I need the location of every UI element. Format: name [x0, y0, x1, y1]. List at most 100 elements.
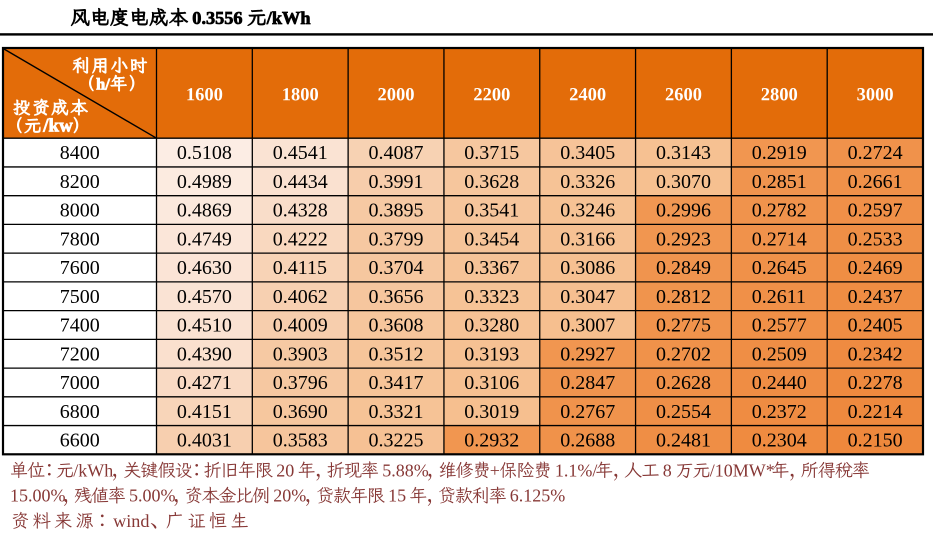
svg-text:0.3106: 0.3106 — [464, 372, 519, 394]
svg-text:0.4328: 0.4328 — [273, 200, 328, 222]
svg-text:0.2509: 0.2509 — [752, 343, 807, 365]
svg-text:0.4749: 0.4749 — [177, 228, 232, 250]
svg-text:8: 8 — [663, 460, 672, 480]
svg-text:0.3799: 0.3799 — [369, 228, 424, 250]
svg-text:0.3690: 0.3690 — [273, 401, 328, 423]
svg-text:0.2214: 0.2214 — [848, 401, 903, 423]
svg-text:/kWh: /kWh — [73, 460, 113, 480]
svg-text:15.00%: 15.00% — [10, 486, 66, 506]
svg-text:0.3704: 0.3704 — [369, 257, 424, 279]
svg-text:0.2278: 0.2278 — [848, 372, 903, 394]
svg-text:0.4115: 0.4115 — [273, 257, 327, 279]
svg-text:7200: 7200 — [60, 343, 100, 365]
svg-text:20: 20 — [276, 460, 294, 480]
svg-text:0.3608: 0.3608 — [369, 315, 424, 337]
svg-text:0.2724: 0.2724 — [848, 142, 903, 164]
svg-text:0.3796: 0.3796 — [273, 372, 328, 394]
svg-text:0.3323: 0.3323 — [464, 286, 519, 308]
svg-text:6.125%: 6.125% — [510, 486, 566, 506]
svg-text:0.2661: 0.2661 — [848, 171, 903, 193]
svg-text:0.3656: 0.3656 — [369, 286, 424, 308]
svg-text:0.3367: 0.3367 — [464, 257, 519, 279]
svg-text:0.2775: 0.2775 — [656, 315, 711, 337]
svg-text:0.2577: 0.2577 — [752, 315, 807, 337]
svg-text:5.88%: 5.88% — [382, 460, 429, 480]
svg-text:0.3225: 0.3225 — [369, 430, 424, 452]
svg-text:0.3019: 0.3019 — [464, 401, 519, 423]
svg-text:0.2405: 0.2405 — [848, 315, 903, 337]
svg-text:0.2597: 0.2597 — [848, 200, 903, 222]
svg-text:8400: 8400 — [60, 142, 100, 164]
svg-text:0.3326: 0.3326 — [560, 171, 615, 193]
svg-text:0.4541: 0.4541 — [273, 142, 328, 164]
svg-text:0.2923: 0.2923 — [656, 228, 711, 250]
svg-text:0.4989: 0.4989 — [177, 171, 232, 193]
svg-text:0.2150: 0.2150 — [848, 430, 903, 452]
svg-text:0.3556: 0.3556 — [192, 8, 242, 28]
svg-text:8200: 8200 — [60, 171, 100, 193]
svg-text:0.2847: 0.2847 — [560, 372, 615, 394]
svg-text:0.2996: 0.2996 — [656, 200, 711, 222]
svg-text:0.2628: 0.2628 — [656, 372, 711, 394]
svg-text:1.1%/: 1.1%/ — [555, 460, 598, 480]
svg-text:7000: 7000 — [60, 372, 100, 394]
svg-text:+: + — [490, 460, 500, 480]
svg-text:7400: 7400 — [60, 315, 100, 337]
svg-text:0.3166: 0.3166 — [560, 228, 615, 250]
svg-text:/kWh: /kWh — [266, 8, 311, 28]
svg-text:0.2851: 0.2851 — [752, 171, 807, 193]
svg-text:0.3583: 0.3583 — [273, 430, 328, 452]
svg-text:0.3628: 0.3628 — [464, 171, 519, 193]
svg-text:0.3895: 0.3895 — [369, 200, 424, 222]
svg-text:0.2469: 0.2469 — [848, 257, 903, 279]
svg-text:0.2645: 0.2645 — [752, 257, 807, 279]
svg-text:0.3454: 0.3454 — [464, 228, 519, 250]
svg-text:15: 15 — [388, 486, 406, 506]
svg-text:0.2481: 0.2481 — [656, 430, 711, 452]
svg-text:0.2342: 0.2342 — [848, 343, 903, 365]
svg-text:wind: wind — [113, 511, 149, 531]
svg-text:0.4434: 0.4434 — [273, 171, 328, 193]
svg-text:0.3007: 0.3007 — [560, 315, 615, 337]
svg-text:7800: 7800 — [60, 228, 100, 250]
svg-text:0.4390: 0.4390 — [177, 343, 232, 365]
svg-text:0.3512: 0.3512 — [369, 343, 424, 365]
svg-text:0.2782: 0.2782 — [752, 200, 807, 222]
svg-text:5.00%: 5.00% — [129, 486, 176, 506]
svg-text:0.4271: 0.4271 — [177, 372, 232, 394]
svg-text:0.2440: 0.2440 — [752, 372, 807, 394]
svg-text:0.4222: 0.4222 — [273, 228, 328, 250]
svg-text:0.4570: 0.4570 — [177, 286, 232, 308]
svg-text:0.2714: 0.2714 — [752, 228, 807, 250]
svg-text:6800: 6800 — [60, 401, 100, 423]
svg-text:0.2688: 0.2688 — [560, 430, 615, 452]
svg-text:0.2702: 0.2702 — [656, 343, 711, 365]
svg-text:0.4510: 0.4510 — [177, 315, 232, 337]
svg-text:8000: 8000 — [60, 200, 100, 222]
svg-text:0.3417: 0.3417 — [369, 372, 424, 394]
svg-text:0.3246: 0.3246 — [560, 200, 615, 222]
svg-text:6600: 6600 — [60, 430, 100, 452]
svg-text:0.2812: 0.2812 — [656, 286, 711, 308]
svg-text:0.3280: 0.3280 — [464, 315, 519, 337]
svg-text:0.3321: 0.3321 — [369, 401, 424, 423]
svg-text:0.2304: 0.2304 — [752, 430, 807, 452]
svg-text:0.2554: 0.2554 — [656, 401, 711, 423]
svg-text:/10MW*: /10MW* — [710, 460, 775, 480]
svg-text:0.4869: 0.4869 — [177, 200, 232, 222]
svg-text:0.3991: 0.3991 — [369, 171, 424, 193]
svg-text:0.2932: 0.2932 — [464, 430, 519, 452]
svg-text:0.3070: 0.3070 — [656, 171, 711, 193]
svg-text:0.2533: 0.2533 — [848, 228, 903, 250]
svg-text:0.2919: 0.2919 — [752, 142, 807, 164]
svg-text:0.3541: 0.3541 — [464, 200, 519, 222]
svg-text:7500: 7500 — [60, 286, 100, 308]
svg-text:0.3143: 0.3143 — [656, 142, 711, 164]
svg-text:0.3193: 0.3193 — [464, 343, 519, 365]
svg-text:0.4031: 0.4031 — [177, 430, 232, 452]
svg-text:0.4062: 0.4062 — [273, 286, 328, 308]
svg-text:0.5108: 0.5108 — [177, 142, 232, 164]
svg-text:0.3086: 0.3086 — [560, 257, 615, 279]
svg-text:7600: 7600 — [60, 257, 100, 279]
svg-text:0.3903: 0.3903 — [273, 343, 328, 365]
